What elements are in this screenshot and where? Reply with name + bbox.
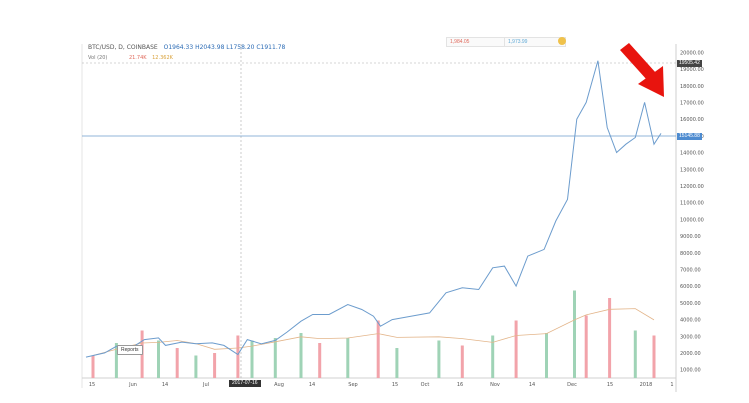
toolbar-dot-icon[interactable] bbox=[558, 37, 566, 45]
price-tick-label: 2000.00 bbox=[680, 351, 701, 357]
buy-sell-value-2: 1,973.99 bbox=[508, 39, 528, 45]
price-axis[interactable]: 1000.00 2000.00 3000.00 4000.00 5000.00 6000.… bbox=[680, 50, 704, 373]
volume-bar bbox=[91, 355, 95, 378]
price-tick-label: 10000.00 bbox=[680, 217, 704, 223]
price-tick-label: 7000.00 bbox=[680, 267, 701, 273]
red-arrow-annotation bbox=[620, 43, 664, 97]
price-tick-label: 5000.00 bbox=[680, 301, 701, 307]
price-tick-label: 18000.00 bbox=[680, 84, 704, 90]
volume-bar bbox=[491, 335, 495, 378]
volume-bar bbox=[460, 345, 464, 378]
price-tick-label: 4000.00 bbox=[680, 318, 701, 324]
time-axis[interactable]: 15 Jun 14 Jul Aug 14 Sep 15 Oct 16 Nov 14 Dec 15 2018 1 bbox=[89, 382, 674, 388]
price-tick-label: 20000.00 bbox=[680, 50, 704, 56]
volume-header: Vol (20) 21.74K 12.362K bbox=[88, 55, 173, 61]
volume-bar bbox=[395, 348, 399, 378]
time-tick-label: Oct bbox=[421, 382, 430, 388]
volume-bar bbox=[157, 340, 160, 378]
buy-sell-value-1: 1,984.05 bbox=[450, 39, 470, 45]
volume-bar bbox=[346, 338, 350, 378]
volume-bar bbox=[633, 330, 637, 378]
time-tick-label: 14 bbox=[309, 382, 315, 388]
volume-bar bbox=[584, 315, 588, 378]
volume-bar bbox=[652, 335, 656, 378]
price-tick-label: 1000.00 bbox=[680, 368, 701, 374]
time-tick-label: Aug bbox=[274, 382, 284, 388]
volume-bar bbox=[114, 343, 118, 378]
time-tick-label: Dec bbox=[567, 382, 577, 388]
volume-bar bbox=[175, 348, 179, 378]
volume-bar bbox=[608, 298, 612, 378]
volume-bar bbox=[273, 338, 277, 378]
price-series-line bbox=[85, 60, 662, 358]
price-tick-label: 16000.00 bbox=[680, 117, 704, 123]
volume-bar bbox=[194, 355, 198, 378]
volume-bar bbox=[437, 340, 441, 378]
price-tick-label: 8000.00 bbox=[680, 251, 701, 257]
buy-sell-box-2[interactable]: 1,973.99 bbox=[504, 37, 566, 47]
volume-bar bbox=[236, 335, 240, 378]
time-tick-label: 2018 bbox=[640, 382, 653, 388]
ohlc-values: O1964.33 H2043.98 L1758.20 C1911.78 bbox=[163, 44, 286, 51]
time-tick-label: 15 bbox=[392, 382, 398, 388]
buy-sell-box-1[interactable]: 1,984.05 bbox=[446, 37, 508, 47]
reports-button[interactable]: Reports bbox=[117, 345, 143, 355]
price-tick-label: 13000.00 bbox=[680, 167, 704, 173]
cursor-date-label: 2017-07-16 bbox=[229, 380, 261, 387]
time-tick-label: 16 bbox=[457, 382, 463, 388]
volume-bar bbox=[299, 333, 303, 378]
volume-value-1: 21.74K bbox=[128, 55, 147, 61]
price-tick-label: 19000.00 bbox=[680, 67, 704, 73]
price-tick-label: 6000.00 bbox=[680, 284, 701, 290]
time-tick-label: 14 bbox=[162, 382, 168, 388]
chart-header: BTC/USD, D, COINBASE O1964.33 H2043.98 L… bbox=[88, 44, 285, 51]
volume-bar bbox=[376, 320, 380, 378]
time-tick-label: Sep bbox=[348, 382, 357, 388]
time-tick-label: 15 bbox=[89, 382, 95, 388]
time-tick-label: 1 bbox=[670, 382, 673, 388]
price-tick-label: 12000.00 bbox=[680, 184, 704, 190]
price-tick-label: 3000.00 bbox=[680, 334, 701, 340]
time-tick-label: 15 bbox=[607, 382, 613, 388]
price-tick-label: 14000.00 bbox=[680, 151, 704, 157]
time-tick-label: Nov bbox=[490, 382, 500, 388]
volume-bar bbox=[213, 353, 217, 378]
price-tick-label: 11000.00 bbox=[680, 201, 704, 207]
volume-bar bbox=[318, 343, 322, 378]
symbol-label[interactable]: BTC/USD, D, COINBASE bbox=[88, 44, 158, 51]
crosshair-price-label: 19505.42 bbox=[677, 60, 702, 67]
time-tick-label: Jun bbox=[128, 382, 137, 388]
volume-bar bbox=[250, 340, 254, 378]
current-price-label: 15145.88 bbox=[677, 133, 702, 140]
volume-bar bbox=[545, 333, 548, 378]
price-tick-label: 17000.00 bbox=[680, 100, 704, 106]
price-tick-label: 9000.00 bbox=[680, 234, 701, 240]
volume-value-2: 12.362K bbox=[152, 55, 173, 61]
time-tick-label: Jul bbox=[202, 382, 209, 388]
volume-moving-average bbox=[92, 308, 655, 356]
volume-bar bbox=[514, 320, 518, 378]
time-tick-label: 14 bbox=[529, 382, 535, 388]
volume-label[interactable]: Vol (20) bbox=[88, 55, 108, 61]
volume-bar bbox=[573, 290, 576, 378]
